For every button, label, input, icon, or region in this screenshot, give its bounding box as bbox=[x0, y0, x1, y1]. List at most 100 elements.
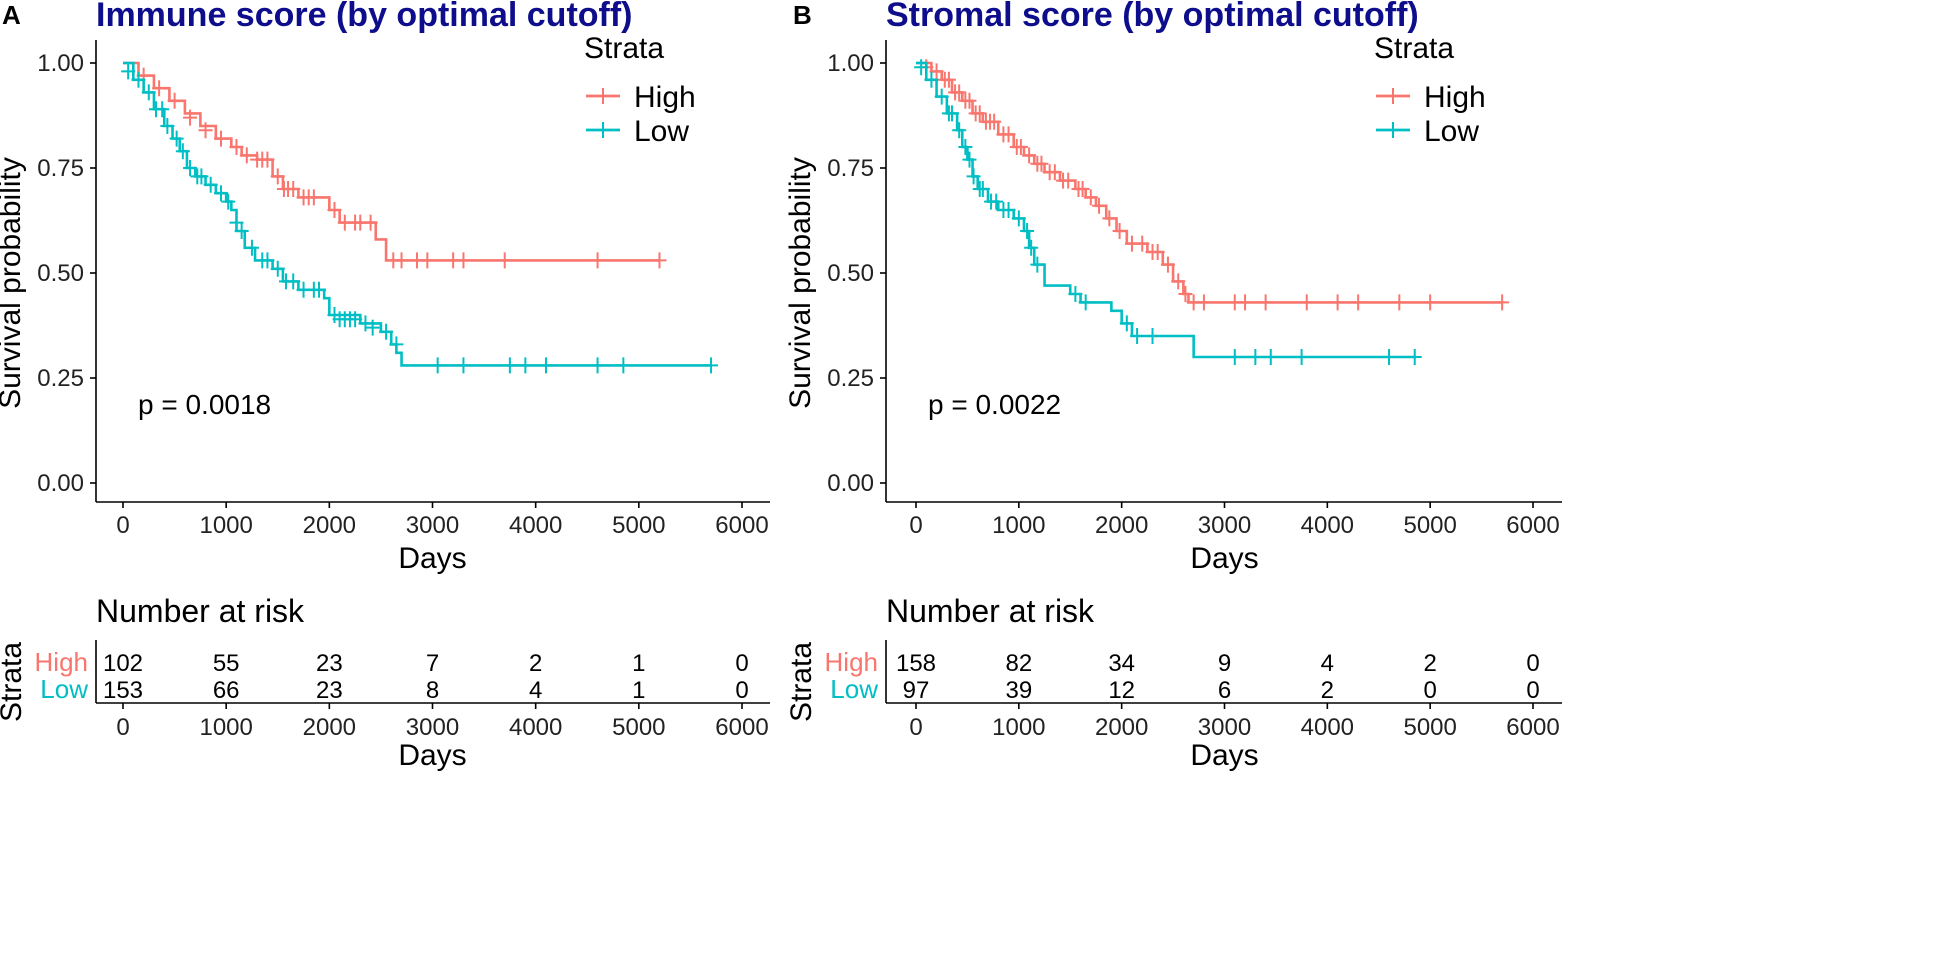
risk-x-axis-title: Days bbox=[1190, 739, 1258, 772]
censor-mark-high bbox=[1150, 244, 1165, 260]
x-tick-label: 0 bbox=[116, 512, 129, 539]
risk-table-title: Number at risk bbox=[886, 593, 1095, 629]
censor-mark-high bbox=[1102, 210, 1117, 227]
risk-count-high: 2 bbox=[529, 650, 542, 677]
censor-mark-high bbox=[1075, 181, 1090, 197]
risk-count-high: 4 bbox=[1321, 650, 1334, 677]
risk-count-low: 66 bbox=[213, 677, 240, 704]
censor-mark-low bbox=[1030, 256, 1045, 273]
censor-mark-low bbox=[914, 59, 929, 76]
censor-mark-high bbox=[929, 63, 944, 80]
censor-mark-low bbox=[518, 357, 533, 374]
censor-mark-low bbox=[358, 315, 373, 332]
censor-mark-high bbox=[1495, 294, 1510, 311]
censor-mark-low bbox=[502, 357, 517, 374]
survival-curve-low bbox=[916, 61, 1415, 359]
censor-mark-low bbox=[1407, 349, 1422, 365]
censor-mark-low bbox=[1294, 349, 1309, 365]
risk-count-low: 1 bbox=[632, 677, 645, 704]
censor-mark-low bbox=[1145, 328, 1160, 344]
censor-mark-high bbox=[152, 80, 167, 97]
censor-mark-high bbox=[229, 139, 244, 155]
censor-mark-low bbox=[260, 252, 275, 269]
censor-mark-low bbox=[924, 71, 939, 88]
y-tick-label: 0.25 bbox=[827, 365, 874, 392]
legend-title: Strata bbox=[584, 32, 664, 65]
risk-x-tick-label: 1000 bbox=[992, 714, 1045, 741]
risk-count-low: 0 bbox=[1423, 677, 1436, 704]
risk-y-axis-title: Strata bbox=[0, 642, 28, 722]
censor-mark-low bbox=[1078, 294, 1093, 311]
censor-mark-high bbox=[952, 84, 967, 101]
censor-mark-low bbox=[121, 63, 136, 80]
x-tick-label: 6000 bbox=[715, 512, 768, 539]
censor-mark-low bbox=[1020, 223, 1035, 239]
censor-mark-low bbox=[1263, 349, 1278, 365]
censor-mark-high bbox=[1258, 294, 1273, 311]
y-axis-title: Survival probability bbox=[0, 157, 27, 409]
risk-count-high: 23 bbox=[316, 650, 343, 677]
risk-count-low: 97 bbox=[903, 677, 930, 704]
censor-mark-high bbox=[941, 71, 956, 88]
risk-count-high: 34 bbox=[1108, 650, 1135, 677]
risk-x-tick-label: 0 bbox=[116, 714, 129, 741]
x-tick-label: 2000 bbox=[303, 512, 356, 539]
censor-mark-high bbox=[1330, 294, 1345, 311]
risk-count-low: 153 bbox=[103, 677, 143, 704]
risk-count-high: 7 bbox=[426, 650, 439, 677]
chart-title: Stromal score (by optimal cutoff) bbox=[886, 0, 1419, 34]
x-tick-label: 0 bbox=[909, 512, 922, 539]
censor-mark-low bbox=[989, 193, 1004, 210]
p-value: p = 0.0018 bbox=[138, 389, 271, 420]
risk-x-tick-label: 4000 bbox=[1301, 714, 1354, 741]
censor-mark-high bbox=[183, 109, 198, 126]
censor-mark-high bbox=[590, 252, 605, 269]
risk-x-tick-label: 5000 bbox=[1403, 714, 1456, 741]
censor-mark-high bbox=[286, 181, 301, 197]
censor-mark-high bbox=[306, 189, 321, 206]
censor-mark-high bbox=[1299, 294, 1314, 311]
censor-mark-high bbox=[327, 202, 342, 218]
censor-mark-low bbox=[966, 168, 981, 185]
censor-mark-low bbox=[1068, 286, 1083, 302]
km-panel-b: B Stromal score (by optimal cutoff) 0.00 0.… bbox=[784, 0, 1562, 772]
censor-mark-high bbox=[1092, 197, 1107, 214]
km-panel-a: A Immune score (by optimal cutoff) 0.00 0.2… bbox=[0, 0, 770, 772]
censor-mark-high bbox=[1047, 164, 1062, 181]
censor-mark-high bbox=[270, 168, 285, 185]
censor-mark-low bbox=[944, 105, 959, 122]
risk-count-high: 102 bbox=[103, 650, 143, 677]
censor-mark-low bbox=[389, 336, 404, 353]
censor-mark-low bbox=[1227, 349, 1242, 365]
censor-mark-high bbox=[1178, 286, 1193, 302]
panel-letter: A bbox=[2, 0, 21, 30]
censor-mark-high bbox=[1135, 235, 1150, 252]
censor-mark-high bbox=[1171, 273, 1186, 290]
risk-x-axis-title: Days bbox=[398, 739, 466, 772]
p-value: p = 0.0022 bbox=[928, 389, 1061, 420]
y-axis-title: Survival probability bbox=[784, 157, 817, 409]
censor-mark-high bbox=[1238, 294, 1253, 311]
x-tick-label: 1000 bbox=[199, 512, 252, 539]
censor-mark-high bbox=[1022, 147, 1037, 164]
y-tick-label: 0.25 bbox=[37, 365, 84, 392]
legend-title: Strata bbox=[1374, 32, 1454, 65]
y-tick-label: 0.00 bbox=[827, 470, 874, 497]
censor-mark-high bbox=[972, 105, 987, 122]
risk-count-high: 9 bbox=[1218, 650, 1231, 677]
censor-mark-low bbox=[175, 143, 190, 160]
risk-x-tick-label: 3000 bbox=[1198, 714, 1251, 741]
risk-count-low: 6 bbox=[1218, 677, 1231, 704]
censor-mark-high bbox=[1160, 256, 1175, 273]
censor-mark-high bbox=[1083, 189, 1098, 206]
censor-mark-low bbox=[203, 176, 218, 193]
y-tick-label: 0.75 bbox=[37, 155, 84, 182]
censor-mark-low bbox=[1130, 328, 1145, 344]
risk-x-tick-label: 4000 bbox=[509, 714, 562, 741]
risk-x-tick-label: 5000 bbox=[612, 714, 665, 741]
censor-mark-low bbox=[365, 319, 380, 336]
censor-mark-high bbox=[497, 252, 512, 269]
x-axis-title: Days bbox=[1190, 542, 1258, 575]
censor-mark-low bbox=[962, 151, 977, 168]
